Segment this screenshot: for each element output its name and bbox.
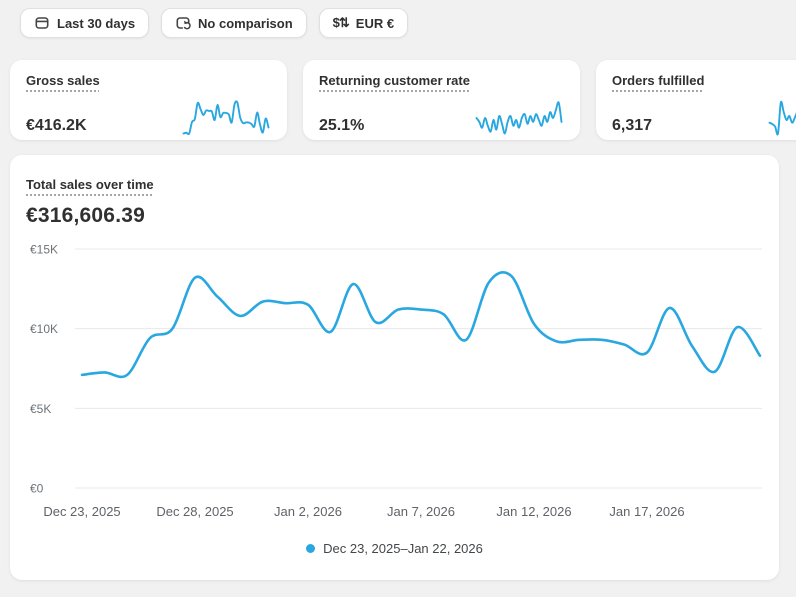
svg-text:Jan 7, 2026: Jan 7, 2026 (387, 504, 455, 519)
svg-text:Dec 28, 2025: Dec 28, 2025 (156, 504, 233, 519)
comparison-calendar-icon (175, 15, 191, 31)
metric-value-orders-fulfilled: 6,317 (612, 117, 653, 134)
legend-label: Dec 23, 2025–Jan 22, 2026 (323, 541, 483, 556)
metric-title-gross-sales[interactable]: Gross sales (26, 73, 100, 88)
svg-text:Jan 2, 2026: Jan 2, 2026 (274, 504, 342, 519)
metric-cards-row: Gross sales €416.2K Returning customer r… (10, 60, 796, 140)
metric-title-returning-customer-rate[interactable]: Returning customer rate (319, 73, 470, 88)
chart-legend: Dec 23, 2025–Jan 22, 2026 (10, 541, 779, 556)
svg-text:€0: €0 (30, 482, 44, 496)
gross-sales-sparkline (182, 100, 270, 136)
currency-label: EUR € (355, 15, 395, 31)
currency-convert-icon: $⇅ (332, 15, 350, 30)
metric-value-returning-customer-rate: 25.1% (319, 117, 365, 134)
date-range-button[interactable]: Last 30 days (20, 8, 150, 38)
comparison-label: No comparison (198, 15, 293, 31)
svg-text:Jan 17, 2026: Jan 17, 2026 (609, 504, 684, 519)
svg-text:Dec 23, 2025: Dec 23, 2025 (43, 504, 120, 519)
total-sales-line-chart[interactable]: €0 €5K €10K €15K Dec 23, 2025 Dec 28, 2025 Jan… (10, 239, 779, 525)
svg-text:Jan 12, 2026: Jan 12, 2026 (496, 504, 571, 519)
metric-card-gross-sales[interactable]: Gross sales €416.2K (10, 60, 287, 140)
metric-card-orders-fulfilled[interactable]: Orders fulfilled 6,317 (596, 60, 796, 140)
currency-button[interactable]: $⇅ EUR € (318, 8, 409, 38)
svg-text:€10K: €10K (30, 322, 58, 336)
filters-toolbar: Last 30 days No comparison $⇅ EUR € (0, 0, 796, 38)
legend-dot-icon (306, 544, 316, 553)
metric-value-gross-sales: €416.2K (26, 117, 87, 134)
total-sales-card: Total sales over time €316,606.39 €0 €5K €… (10, 155, 779, 580)
calendar-icon (34, 15, 50, 31)
svg-text:€15K: €15K (30, 243, 58, 257)
returning-customer-rate-sparkline (475, 101, 563, 135)
metric-card-returning-customer-rate[interactable]: Returning customer rate 25.1% (303, 60, 580, 140)
orders-fulfilled-sparkline (768, 100, 796, 136)
total-sales-value: €316,606.39 (26, 204, 145, 227)
comparison-button[interactable]: No comparison (161, 8, 307, 38)
date-range-label: Last 30 days (57, 15, 136, 31)
svg-text:€5K: €5K (30, 402, 51, 416)
metric-title-orders-fulfilled[interactable]: Orders fulfilled (612, 73, 705, 88)
total-sales-title[interactable]: Total sales over time (26, 177, 154, 192)
